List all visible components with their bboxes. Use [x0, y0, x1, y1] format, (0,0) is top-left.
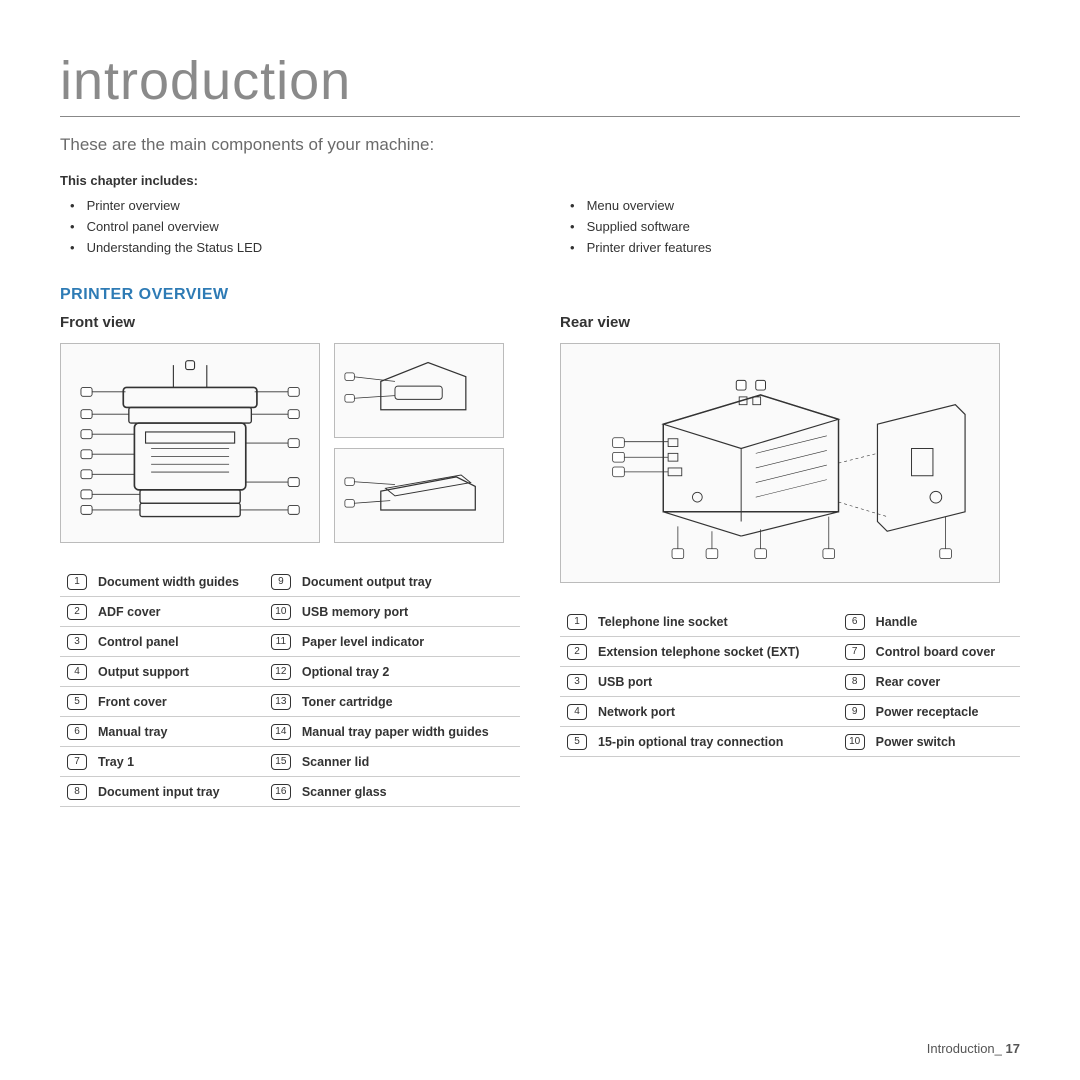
table-row: 6 Manual tray 14 Manual tray paper width… — [60, 717, 520, 747]
part-number: 9 — [271, 574, 291, 590]
part-label: Manual tray paper width guides — [298, 717, 520, 747]
part-number: 7 — [67, 754, 87, 770]
part-label: Rear cover — [872, 667, 1020, 697]
list-item: Control panel overview — [70, 217, 520, 238]
part-number: 7 — [845, 644, 865, 660]
part-label: Network port — [594, 697, 838, 727]
part-number: 14 — [271, 724, 291, 740]
part-number: 6 — [67, 724, 87, 740]
part-number: 13 — [271, 694, 291, 710]
part-number: 4 — [567, 704, 587, 720]
table-row: 4 Output support 12 Optional tray 2 — [60, 657, 520, 687]
table-row: 5 15-pin optional tray connection 10 Pow… — [560, 727, 1020, 757]
chapter-list-right: Menu overview Supplied software Printer … — [570, 196, 1020, 258]
part-label: USB port — [594, 667, 838, 697]
part-label: Power receptacle — [872, 697, 1020, 727]
part-label: Optional tray 2 — [298, 657, 520, 687]
list-item: Understanding the Status LED — [70, 238, 520, 259]
part-number: 3 — [67, 634, 87, 650]
part-label: Output support — [94, 657, 264, 687]
part-number: 9 — [845, 704, 865, 720]
part-number: 8 — [67, 784, 87, 800]
printer-front-icon — [74, 354, 306, 532]
part-number: 1 — [67, 574, 87, 590]
part-label: 15-pin optional tray connection — [594, 727, 838, 757]
part-label: ADF cover — [94, 597, 264, 627]
rear-view-heading: Rear view — [560, 314, 1020, 331]
front-parts-table: 1 Document width guides 9 Document outpu… — [60, 567, 520, 807]
part-number: 15 — [271, 754, 291, 770]
toner-icon — [343, 349, 494, 433]
rear-diagram — [560, 343, 1000, 583]
rear-diagrams — [560, 343, 1020, 583]
rear-parts-table: 1 Telephone line socket 6 Handle 2 Exten… — [560, 607, 1020, 757]
part-label: Handle — [872, 607, 1020, 637]
part-label: USB memory port — [298, 597, 520, 627]
table-row: 2 ADF cover 10 USB memory port — [60, 597, 520, 627]
part-label: Toner cartridge — [298, 687, 520, 717]
part-label: Extension telephone socket (EXT) — [594, 637, 838, 667]
part-label: Document output tray — [298, 567, 520, 597]
part-number: 16 — [271, 784, 291, 800]
chapter-list-left: Printer overview Control panel overview … — [70, 196, 520, 258]
part-number: 10 — [845, 734, 865, 750]
part-number: 5 — [67, 694, 87, 710]
front-diagram-scanner — [334, 448, 504, 543]
page-title: introduction — [60, 50, 1020, 117]
list-item: Printer overview — [70, 196, 520, 217]
part-number: 3 — [567, 674, 587, 690]
part-label: Control panel — [94, 627, 264, 657]
front-diagrams — [60, 343, 520, 543]
scanner-icon — [343, 454, 494, 538]
part-number: 2 — [567, 644, 587, 660]
table-row: 7 Tray 1 15 Scanner lid — [60, 747, 520, 777]
chapter-columns: Printer overview Control panel overview … — [60, 196, 1020, 258]
subtitle: These are the main components of your ma… — [60, 135, 1020, 155]
table-row: 8 Document input tray 16 Scanner glass — [60, 777, 520, 807]
part-label: Power switch — [872, 727, 1020, 757]
table-row: 5 Front cover 13 Toner cartridge — [60, 687, 520, 717]
page-footer: Introduction_ 17 — [927, 1041, 1020, 1056]
part-number: 8 — [845, 674, 865, 690]
front-diagram-toner — [334, 343, 504, 438]
front-diagram-main — [60, 343, 320, 543]
table-row: 3 Control panel 11 Paper level indicator — [60, 627, 520, 657]
overview-columns: Front view — [60, 314, 1020, 807]
table-row: 1 Telephone line socket 6 Handle — [560, 607, 1020, 637]
part-number: 10 — [271, 604, 291, 620]
front-view-heading: Front view — [60, 314, 520, 331]
footer-page-number: 17 — [1006, 1041, 1020, 1056]
table-row: 4 Network port 9 Power receptacle — [560, 697, 1020, 727]
part-label: Tray 1 — [94, 747, 264, 777]
part-label: Document input tray — [94, 777, 264, 807]
part-number: 1 — [567, 614, 587, 630]
section-heading: PRINTER OVERVIEW — [60, 286, 1020, 304]
table-row: 1 Document width guides 9 Document outpu… — [60, 567, 520, 597]
part-label: Control board cover — [872, 637, 1020, 667]
part-number: 2 — [67, 604, 87, 620]
part-label: Scanner lid — [298, 747, 520, 777]
part-number: 4 — [67, 664, 87, 680]
printer-rear-icon — [583, 356, 977, 570]
part-number: 5 — [567, 734, 587, 750]
list-item: Printer driver features — [570, 238, 1020, 259]
part-number: 6 — [845, 614, 865, 630]
part-label: Paper level indicator — [298, 627, 520, 657]
list-item: Menu overview — [570, 196, 1020, 217]
footer-label: Introduction_ — [927, 1041, 1002, 1056]
part-label: Front cover — [94, 687, 264, 717]
list-item: Supplied software — [570, 217, 1020, 238]
part-label: Document width guides — [94, 567, 264, 597]
part-number: 12 — [271, 664, 291, 680]
table-row: 2 Extension telephone socket (EXT) 7 Con… — [560, 637, 1020, 667]
part-label: Telephone line socket — [594, 607, 838, 637]
part-label: Manual tray — [94, 717, 264, 747]
table-row: 3 USB port 8 Rear cover — [560, 667, 1020, 697]
part-label: Scanner glass — [298, 777, 520, 807]
chapter-includes-label: This chapter includes: — [60, 173, 1020, 188]
part-number: 11 — [271, 634, 291, 650]
